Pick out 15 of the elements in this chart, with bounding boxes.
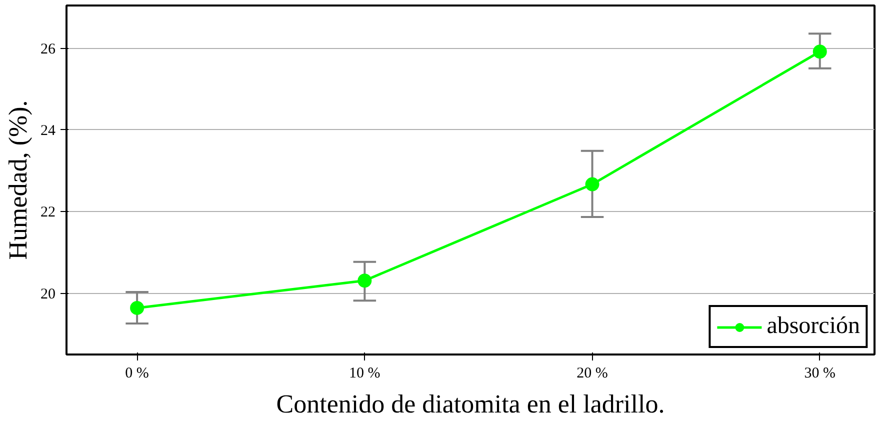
point [130, 300, 144, 315]
x-tick-label: 20 % [576, 366, 608, 382]
y-axis-title: Humedad, (%). [4, 100, 32, 260]
point [812, 44, 827, 59]
x-tick-label: 0 % [125, 366, 149, 382]
y-tick-label: 26 [40, 41, 56, 58]
x-tick-label: 10 % [349, 366, 380, 382]
y-tick-label: 22 [40, 204, 56, 221]
x-tick-label: 30 % [804, 366, 836, 382]
legend-label: absorción [766, 313, 860, 340]
y-tick-label: 24 [40, 122, 56, 139]
y-tick-label: 20 [40, 286, 56, 302]
point [585, 177, 600, 192]
point [358, 274, 372, 288]
x-axis-title: Contenido de diatomita en el ladrillo. [276, 390, 665, 418]
